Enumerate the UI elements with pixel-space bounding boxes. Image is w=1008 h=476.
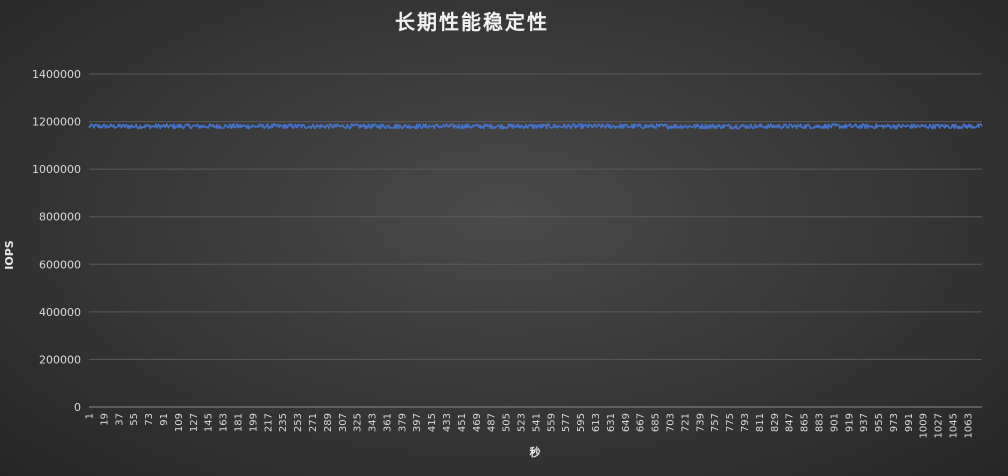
x-tick-label: 541 (531, 413, 542, 432)
x-tick-label: 685 (651, 413, 662, 432)
y-axis-label: IOPS (3, 240, 16, 270)
x-tick-label: 721 (680, 413, 691, 432)
series-layer (88, 123, 983, 130)
x-tick-label: 199 (248, 413, 259, 432)
x-tick-label: 1 (85, 413, 96, 419)
x-tick-label: 19 (99, 413, 110, 426)
x-tick-label: 667 (636, 413, 647, 432)
x-tick-label: 307 (338, 413, 349, 432)
x-tick-label: 595 (576, 413, 587, 432)
x-tick-label: 181 (234, 413, 245, 432)
x-tick-label: 397 (412, 413, 423, 432)
x-tick-label: 433 (442, 413, 453, 432)
x-tick-label: 73 (144, 413, 155, 426)
x-tick-label: 829 (770, 413, 781, 432)
x-tick-label: 379 (397, 413, 408, 432)
x-tick-label: 811 (755, 413, 766, 432)
y-tick-label: 600000 (39, 258, 81, 271)
x-tick-label: 325 (353, 413, 364, 432)
x-tick-label: 451 (457, 413, 468, 432)
x-tick-label: 793 (740, 413, 751, 432)
x-tick-label: 163 (219, 413, 230, 432)
x-tick-label: 343 (368, 413, 379, 432)
x-tick-label: 955 (874, 413, 885, 432)
x-tick-label: 649 (621, 413, 632, 432)
x-tick-label: 901 (829, 413, 840, 432)
x-tick-label: 37 (114, 413, 125, 426)
x-tick-label: 739 (695, 413, 706, 432)
x-tick-label: 415 (427, 413, 438, 432)
y-tick-label: 400000 (39, 306, 81, 319)
y-tick-labels: 0 200000 400000 600000 800000 1000000 1200000 1… (32, 68, 81, 414)
x-tick-label: 919 (844, 413, 855, 432)
x-tick-label: 253 (293, 413, 304, 432)
x-tick-label: 631 (606, 413, 617, 432)
y-tick-label: 800000 (39, 211, 81, 224)
x-tick-label: 523 (517, 413, 528, 432)
y-tick-label: 0 (74, 401, 81, 414)
x-tick-label: 1063 (963, 413, 974, 438)
x-tick-label: 109 (174, 413, 185, 432)
x-tick-label: 883 (815, 413, 826, 432)
gridlines (89, 73, 982, 408)
y-tick-label: 1000000 (32, 163, 81, 176)
x-tick-label: 991 (904, 413, 915, 432)
x-tick-label: 937 (859, 413, 870, 432)
x-tick-label: 145 (204, 413, 215, 432)
x-tick-label: 289 (323, 413, 334, 432)
x-tick-label: 865 (800, 413, 811, 432)
x-tick-label: 1027 (934, 413, 945, 438)
x-tick-label: 487 (487, 413, 498, 432)
x-tick-label: 775 (725, 413, 736, 432)
x-tick-label: 235 (278, 413, 289, 432)
x-tick-label: 613 (591, 413, 602, 432)
y-tick-label: 1400000 (32, 68, 81, 81)
y-tick-label: 1200000 (32, 116, 81, 129)
x-tick-label: 757 (710, 413, 721, 432)
x-tick-label: 127 (189, 413, 200, 432)
x-tick-label: 847 (785, 413, 796, 432)
x-tick-label: 973 (889, 413, 900, 432)
x-tick-label: 1009 (919, 413, 930, 438)
x-tick-label: 505 (502, 413, 513, 432)
x-tick-label: 469 (472, 413, 483, 432)
chart-title: 长期性能稳定性 (395, 10, 549, 34)
x-tick-label: 1045 (949, 413, 960, 438)
x-tick-label: 217 (263, 413, 274, 432)
x-axis-label: 秒 (530, 445, 541, 459)
x-tick-labels: 1 19 37 55 73 91 109 127 145 163 181 199 217 235 253 27… (85, 413, 975, 438)
x-tick-label: 361 (382, 413, 393, 432)
x-tick-label: 559 (546, 413, 557, 432)
x-tick-label: 271 (308, 413, 319, 432)
x-tick-label: 703 (666, 413, 677, 432)
x-tick-label: 91 (159, 413, 170, 426)
x-tick-label: 55 (129, 413, 140, 426)
y-tick-label: 200000 (39, 353, 81, 366)
series-line (88, 123, 983, 130)
x-tick-label: 577 (561, 413, 572, 432)
